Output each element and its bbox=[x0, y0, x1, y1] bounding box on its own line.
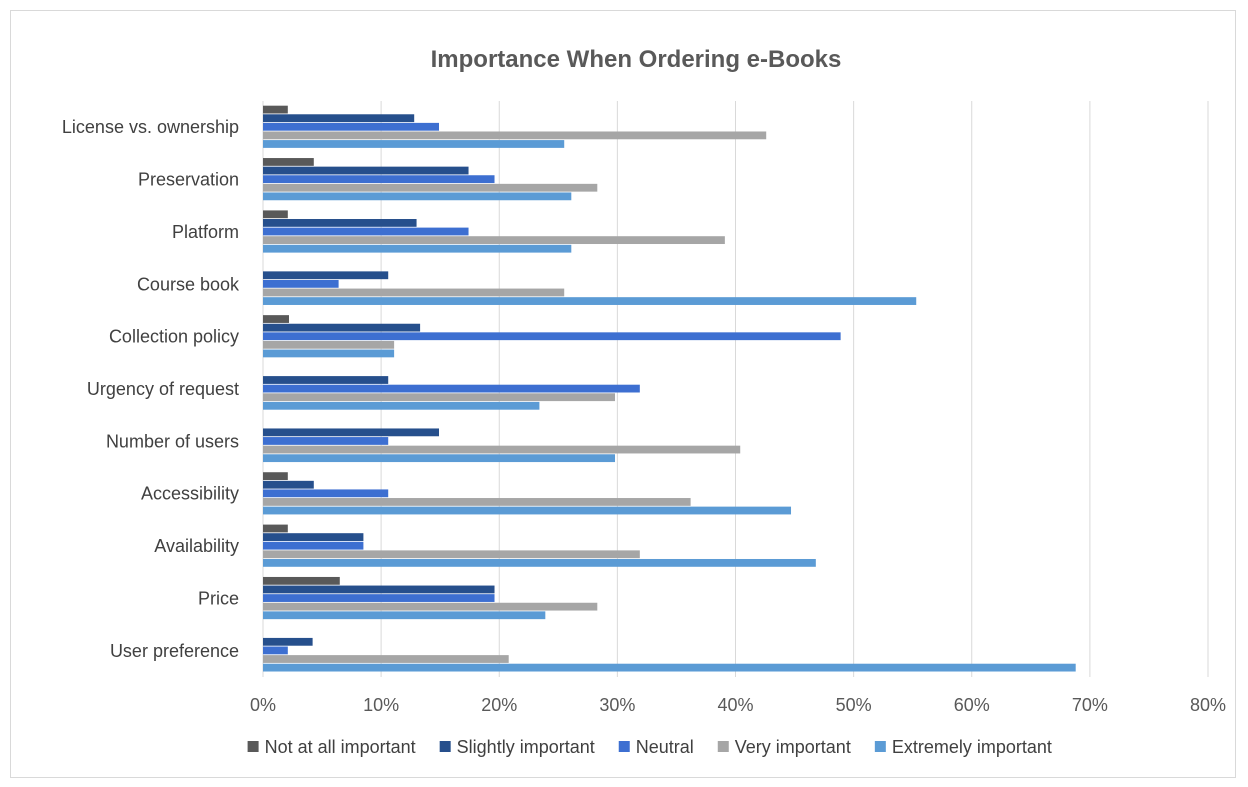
bar-neutral bbox=[263, 227, 469, 236]
chart-area: Importance When Ordering e-Books License… bbox=[10, 10, 1236, 778]
x-tick-label: 40% bbox=[717, 695, 753, 715]
category-label: User preference bbox=[110, 641, 239, 661]
category-label: Price bbox=[198, 588, 239, 608]
legend-swatch-extremely-important bbox=[874, 741, 886, 752]
legend-label-slightly-important: Slightly important bbox=[457, 737, 595, 757]
bar-extremely-important bbox=[263, 349, 395, 358]
x-tick-label: 0% bbox=[250, 695, 276, 715]
bar-not-at-all-important bbox=[263, 472, 288, 481]
category-label: Preservation bbox=[138, 170, 239, 190]
bar-extremely-important bbox=[263, 140, 565, 148]
bar-very-important bbox=[263, 393, 616, 402]
legend-label-neutral: Neutral bbox=[636, 737, 694, 757]
bar-very-important bbox=[263, 550, 640, 559]
bars bbox=[263, 105, 1076, 672]
bar-neutral bbox=[263, 646, 288, 655]
x-tick-label: 20% bbox=[481, 695, 517, 715]
bar-neutral bbox=[263, 384, 640, 393]
bar-slightly-important bbox=[263, 428, 440, 437]
legend-swatch-not-at-all-important bbox=[247, 741, 259, 752]
bar-slightly-important bbox=[263, 271, 389, 280]
category-label: License vs. ownership bbox=[62, 117, 239, 137]
bar-not-at-all-important bbox=[263, 105, 288, 114]
bar-slightly-important bbox=[263, 166, 469, 175]
category-label: Course book bbox=[137, 274, 240, 294]
bar-neutral bbox=[263, 122, 440, 131]
chart-svg: Importance When Ordering e-Books License… bbox=[62, 46, 1226, 757]
legend-label-extremely-important: Extremely important bbox=[892, 737, 1052, 757]
category-label: Availability bbox=[154, 536, 239, 556]
bar-not-at-all-important bbox=[263, 315, 289, 323]
x-tick-label: 60% bbox=[954, 695, 990, 715]
bar-neutral bbox=[263, 175, 495, 184]
category-label: Platform bbox=[172, 222, 239, 242]
bar-neutral bbox=[263, 489, 389, 498]
legend-swatch-neutral bbox=[618, 741, 630, 752]
bar-slightly-important bbox=[263, 637, 313, 646]
bar-neutral bbox=[263, 541, 364, 550]
bar-not-at-all-important bbox=[263, 524, 288, 533]
bar-neutral bbox=[263, 594, 495, 602]
bar-very-important bbox=[263, 655, 509, 663]
bar-slightly-important bbox=[263, 323, 421, 332]
x-tick-label: 10% bbox=[363, 695, 399, 715]
bar-very-important bbox=[263, 288, 565, 297]
bar-slightly-important bbox=[263, 114, 415, 123]
bar-extremely-important bbox=[263, 401, 540, 410]
bar-neutral bbox=[263, 279, 339, 288]
bar-very-important bbox=[263, 340, 395, 349]
bar-slightly-important bbox=[263, 533, 364, 541]
bar-slightly-important bbox=[263, 376, 389, 384]
legend-swatch-very-important bbox=[717, 741, 729, 752]
category-labels: License vs. ownership Preservation Platfor… bbox=[62, 117, 240, 661]
legend: Not at all important Slightly important Ne… bbox=[247, 737, 1052, 757]
bar-neutral bbox=[263, 437, 389, 445]
x-tick-label: 80% bbox=[1190, 695, 1226, 715]
bar-extremely-important bbox=[263, 558, 816, 567]
legend-label-very-important: Very important bbox=[735, 737, 851, 757]
bar-extremely-important bbox=[263, 244, 572, 253]
bar-very-important bbox=[263, 183, 598, 192]
bar-very-important bbox=[263, 498, 691, 506]
category-label: Collection policy bbox=[109, 327, 239, 347]
x-tick-label: 30% bbox=[599, 695, 635, 715]
bar-slightly-important bbox=[263, 585, 495, 594]
bar-not-at-all-important bbox=[263, 210, 288, 219]
bar-very-important bbox=[263, 236, 725, 245]
category-label: Urgency of request bbox=[87, 379, 239, 399]
bar-extremely-important bbox=[263, 611, 546, 620]
bar-extremely-important bbox=[263, 297, 917, 305]
legend-swatch-slightly-important bbox=[439, 741, 451, 752]
bar-neutral bbox=[263, 332, 841, 341]
bar-very-important bbox=[263, 445, 741, 454]
x-tick-label: 50% bbox=[836, 695, 872, 715]
bar-not-at-all-important bbox=[263, 158, 314, 166]
legend-label-not-at-all-important: Not at all important bbox=[265, 737, 416, 757]
chart-title: Importance When Ordering e-Books bbox=[431, 46, 842, 73]
x-tick-label: 70% bbox=[1072, 695, 1108, 715]
bar-slightly-important bbox=[263, 480, 314, 489]
bar-slightly-important bbox=[263, 219, 417, 227]
x-axis-ticks: 0% 10% 20% 30% 40% 50% 60% 70% 80% bbox=[250, 695, 1226, 715]
bar-extremely-important bbox=[263, 506, 792, 515]
category-label: Number of users bbox=[106, 431, 239, 451]
category-label: Accessibility bbox=[141, 484, 239, 504]
bar-extremely-important bbox=[263, 454, 616, 463]
bar-very-important bbox=[263, 131, 767, 140]
bar-very-important bbox=[263, 602, 598, 611]
bar-not-at-all-important bbox=[263, 576, 340, 585]
bar-extremely-important bbox=[263, 663, 1076, 672]
bar-extremely-important bbox=[263, 192, 572, 201]
